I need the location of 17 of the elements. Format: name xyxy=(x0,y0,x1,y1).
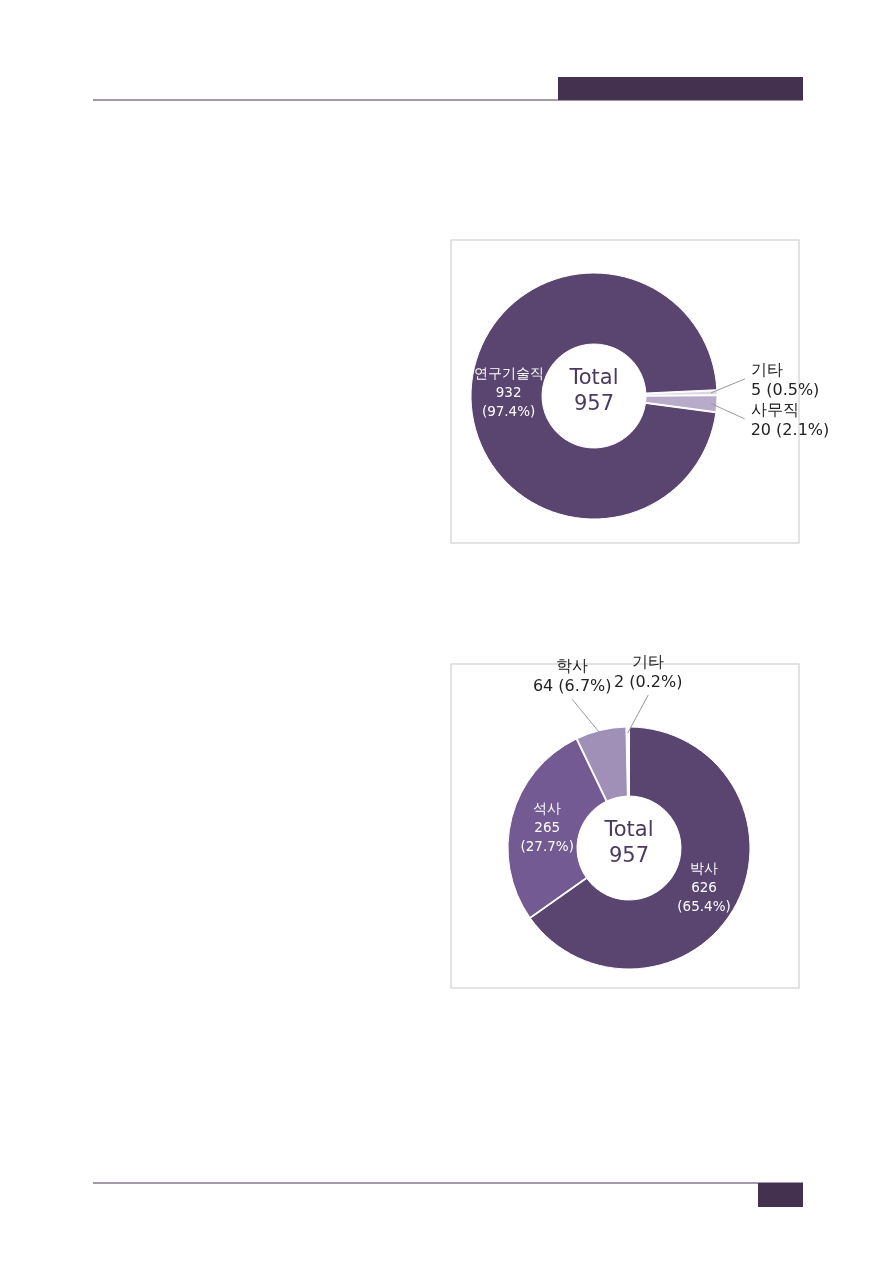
data-label: 265 (27.7%) xyxy=(520,818,574,854)
data-label: 20 (2.1%) xyxy=(750,419,830,439)
text: Total 957 xyxy=(568,365,619,415)
slice-label: 사무직 xyxy=(750,399,799,419)
text: Total 957 xyxy=(603,817,654,867)
slice-label: 석사 xyxy=(533,799,562,816)
slice-label: 기타 xyxy=(750,359,783,379)
slice-label: 기타 xyxy=(632,652,665,672)
data-label: 64 (6.7%) xyxy=(532,676,612,696)
donut-slice xyxy=(470,272,718,520)
slice-label: 연구기술직 xyxy=(473,365,544,382)
data-label: 626 (65.4%) xyxy=(677,878,731,914)
data-label: 932 (97.4%) xyxy=(481,384,536,420)
slice-label: 박사 xyxy=(690,859,719,876)
data-label: 5 (0.5%) xyxy=(750,379,820,399)
data-label: 2 (0.2%) xyxy=(614,672,683,692)
slice-label: 학사 xyxy=(556,656,589,676)
